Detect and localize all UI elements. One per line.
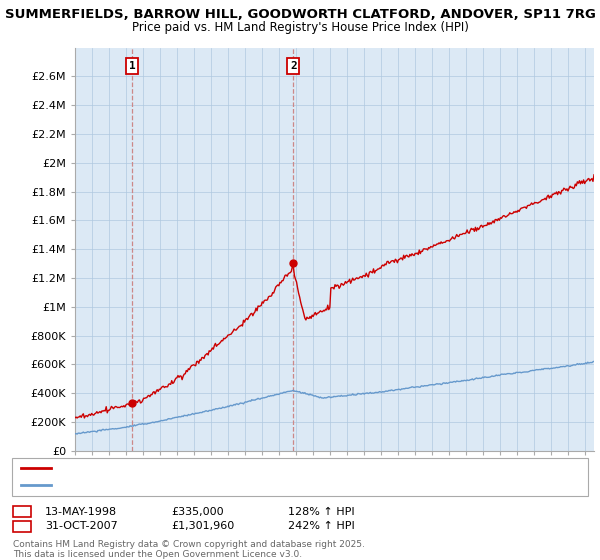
- Text: 13-MAY-1998: 13-MAY-1998: [45, 507, 117, 517]
- Text: 2: 2: [290, 60, 296, 71]
- Text: 2: 2: [19, 521, 26, 531]
- Text: SUMMERFIELDS, BARROW HILL, GOODWORTH CLATFORD, ANDOVER, SP11 7RG (detached hou: SUMMERFIELDS, BARROW HILL, GOODWORTH CLA…: [57, 463, 521, 473]
- Text: Price paid vs. HM Land Registry's House Price Index (HPI): Price paid vs. HM Land Registry's House …: [131, 21, 469, 34]
- Text: £335,000: £335,000: [171, 507, 224, 517]
- Text: 31-OCT-2007: 31-OCT-2007: [45, 521, 118, 531]
- Text: 1: 1: [129, 60, 136, 71]
- Text: 1: 1: [19, 507, 26, 517]
- Text: £1,301,960: £1,301,960: [171, 521, 234, 531]
- Text: 242% ↑ HPI: 242% ↑ HPI: [288, 521, 355, 531]
- Text: SUMMERFIELDS, BARROW HILL, GOODWORTH CLATFORD, ANDOVER, SP11 7RG: SUMMERFIELDS, BARROW HILL, GOODWORTH CLA…: [5, 8, 595, 21]
- Text: 128% ↑ HPI: 128% ↑ HPI: [288, 507, 355, 517]
- Text: HPI: Average price, detached house, Test Valley: HPI: Average price, detached house, Test…: [57, 480, 289, 490]
- Text: Contains HM Land Registry data © Crown copyright and database right 2025.
This d: Contains HM Land Registry data © Crown c…: [13, 540, 365, 559]
